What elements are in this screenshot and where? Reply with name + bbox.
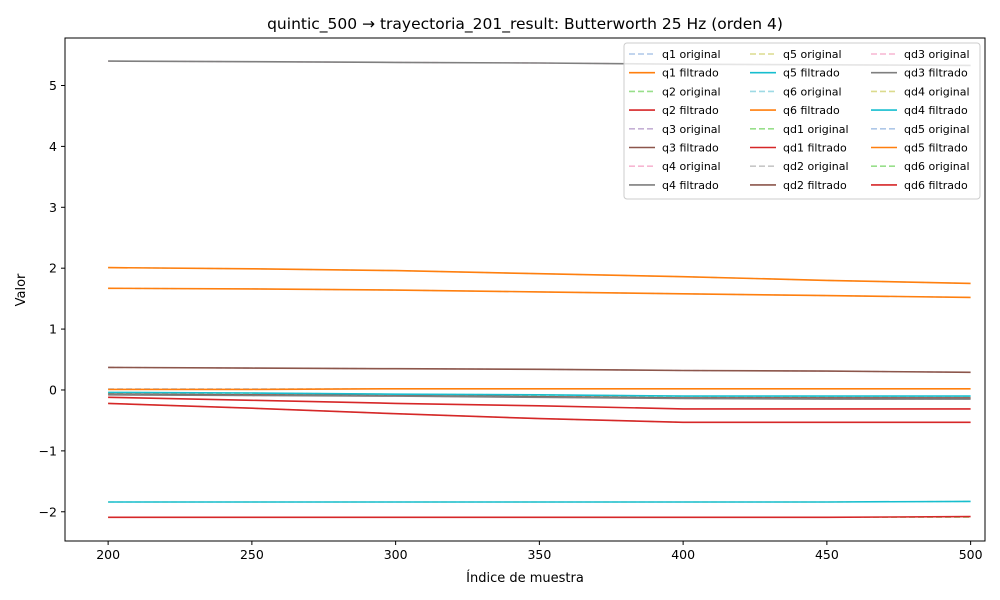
series-line-qd6-filtrado — [108, 515, 971, 519]
legend-label: q1 filtrado — [662, 67, 719, 80]
legend-label: qd4 filtrado — [904, 104, 968, 117]
x-axis-ticks: 200 250 300 350 400 450 500 — [96, 541, 983, 562]
legend-item: qd5 filtrado — [871, 142, 968, 155]
x-tick-label: 500 — [959, 547, 983, 562]
legend-item: qd4 filtrado — [871, 104, 968, 117]
legend-item: qd6 original — [871, 160, 970, 173]
y-tick-label: 1 — [49, 322, 57, 337]
x-tick-label: 250 — [240, 547, 264, 562]
legend-item: q1 original — [629, 48, 721, 61]
legend-item: q2 original — [629, 85, 721, 98]
legend-label: qd2 original — [783, 160, 849, 173]
y-tick-label: 3 — [49, 200, 57, 215]
legend-label: q3 original — [662, 123, 721, 136]
legend-label: q6 original — [783, 85, 842, 98]
legend-item: qd6 filtrado — [871, 179, 968, 192]
x-tick-label: 350 — [527, 547, 551, 562]
legend-item: qd3 filtrado — [871, 67, 968, 80]
legend-label: qd2 filtrado — [783, 179, 847, 192]
series-line-q6-filtrado — [108, 266, 971, 285]
legend-label: qd1 original — [783, 123, 849, 136]
y-tick-label: 2 — [49, 261, 57, 276]
legend-label: qd3 filtrado — [904, 67, 968, 80]
y-tick-label: 4 — [49, 139, 57, 154]
series-line-qd5-filtrado — [108, 387, 971, 391]
y-tick-label: −1 — [39, 443, 57, 458]
x-tick-label: 300 — [384, 547, 408, 562]
series-line-q3-filtrado — [108, 366, 971, 374]
legend-item: q4 filtrado — [629, 179, 719, 192]
legend-item: q6 filtrado — [750, 104, 840, 117]
y-axis-label: Valor — [14, 273, 29, 306]
legend-label: qd4 original — [904, 85, 970, 98]
legend-item: q2 filtrado — [629, 104, 719, 117]
legend-box — [623, 42, 981, 200]
y-tick-label: −2 — [39, 504, 57, 519]
legend-item: qd2 filtrado — [750, 179, 847, 192]
y-axis-ticks: −2 −1 0 1 2 3 4 5 — [39, 78, 65, 519]
series-line-qd3-filtrado — [108, 393, 971, 400]
plot-frame — [64, 37, 986, 542]
legend-item: q3 original — [629, 123, 721, 136]
x-tick-label: 200 — [96, 547, 120, 562]
legend-item: q5 filtrado — [750, 67, 840, 80]
legend-label: q5 original — [783, 48, 842, 61]
legend-item: qd3 original — [871, 48, 970, 61]
legend: q1 original q1 filtrado q2 original q2 filt… — [623, 42, 981, 200]
chart-title: quintic_500 → trayectoria_201_result: Bu… — [267, 15, 783, 34]
legend-item: qd1 filtrado — [750, 142, 847, 155]
x-axis-label: Índice de muestra — [466, 570, 584, 586]
legend-item: q5 original — [750, 48, 842, 61]
legend-item: q1 filtrado — [629, 67, 719, 80]
legend-label: q1 original — [662, 48, 721, 61]
legend-label: q4 filtrado — [662, 179, 719, 192]
legend-label: q6 filtrado — [783, 104, 840, 117]
series-line-qd1-filtrado — [108, 396, 971, 410]
series-line-q2-filtrado — [108, 402, 971, 424]
y-tick-label: 5 — [49, 78, 57, 93]
legend-item: qd5 original — [871, 123, 970, 136]
y-tick-label: 0 — [49, 382, 57, 397]
legend-label: qd6 original — [904, 160, 970, 173]
legend-item: qd1 original — [750, 123, 849, 136]
legend-label: q2 filtrado — [662, 104, 719, 117]
legend-label: q2 original — [662, 85, 721, 98]
legend-label: q3 filtrado — [662, 142, 719, 155]
series-line-q5-filtrado — [108, 500, 971, 503]
legend-label: qd5 original — [904, 123, 970, 136]
series-line-q1-filtrado — [108, 287, 971, 299]
legend-label: q5 filtrado — [783, 67, 840, 80]
legend-item: q3 filtrado — [629, 142, 719, 155]
legend-label: q4 original — [662, 160, 721, 173]
series-line-qd4-filtrado — [108, 391, 971, 397]
legend-item: qd4 original — [871, 85, 970, 98]
legend-item: qd2 original — [750, 160, 849, 173]
x-tick-label: 450 — [815, 547, 839, 562]
legend-label: qd3 original — [904, 48, 970, 61]
legend-label: qd5 filtrado — [904, 142, 968, 155]
plot-lines — [108, 60, 971, 519]
legend-label: qd6 filtrado — [904, 179, 968, 192]
legend-item: q4 original — [629, 160, 721, 173]
legend-label: qd1 filtrado — [783, 142, 847, 155]
x-tick-label: 400 — [671, 547, 695, 562]
legend-item: q6 original — [750, 85, 842, 98]
